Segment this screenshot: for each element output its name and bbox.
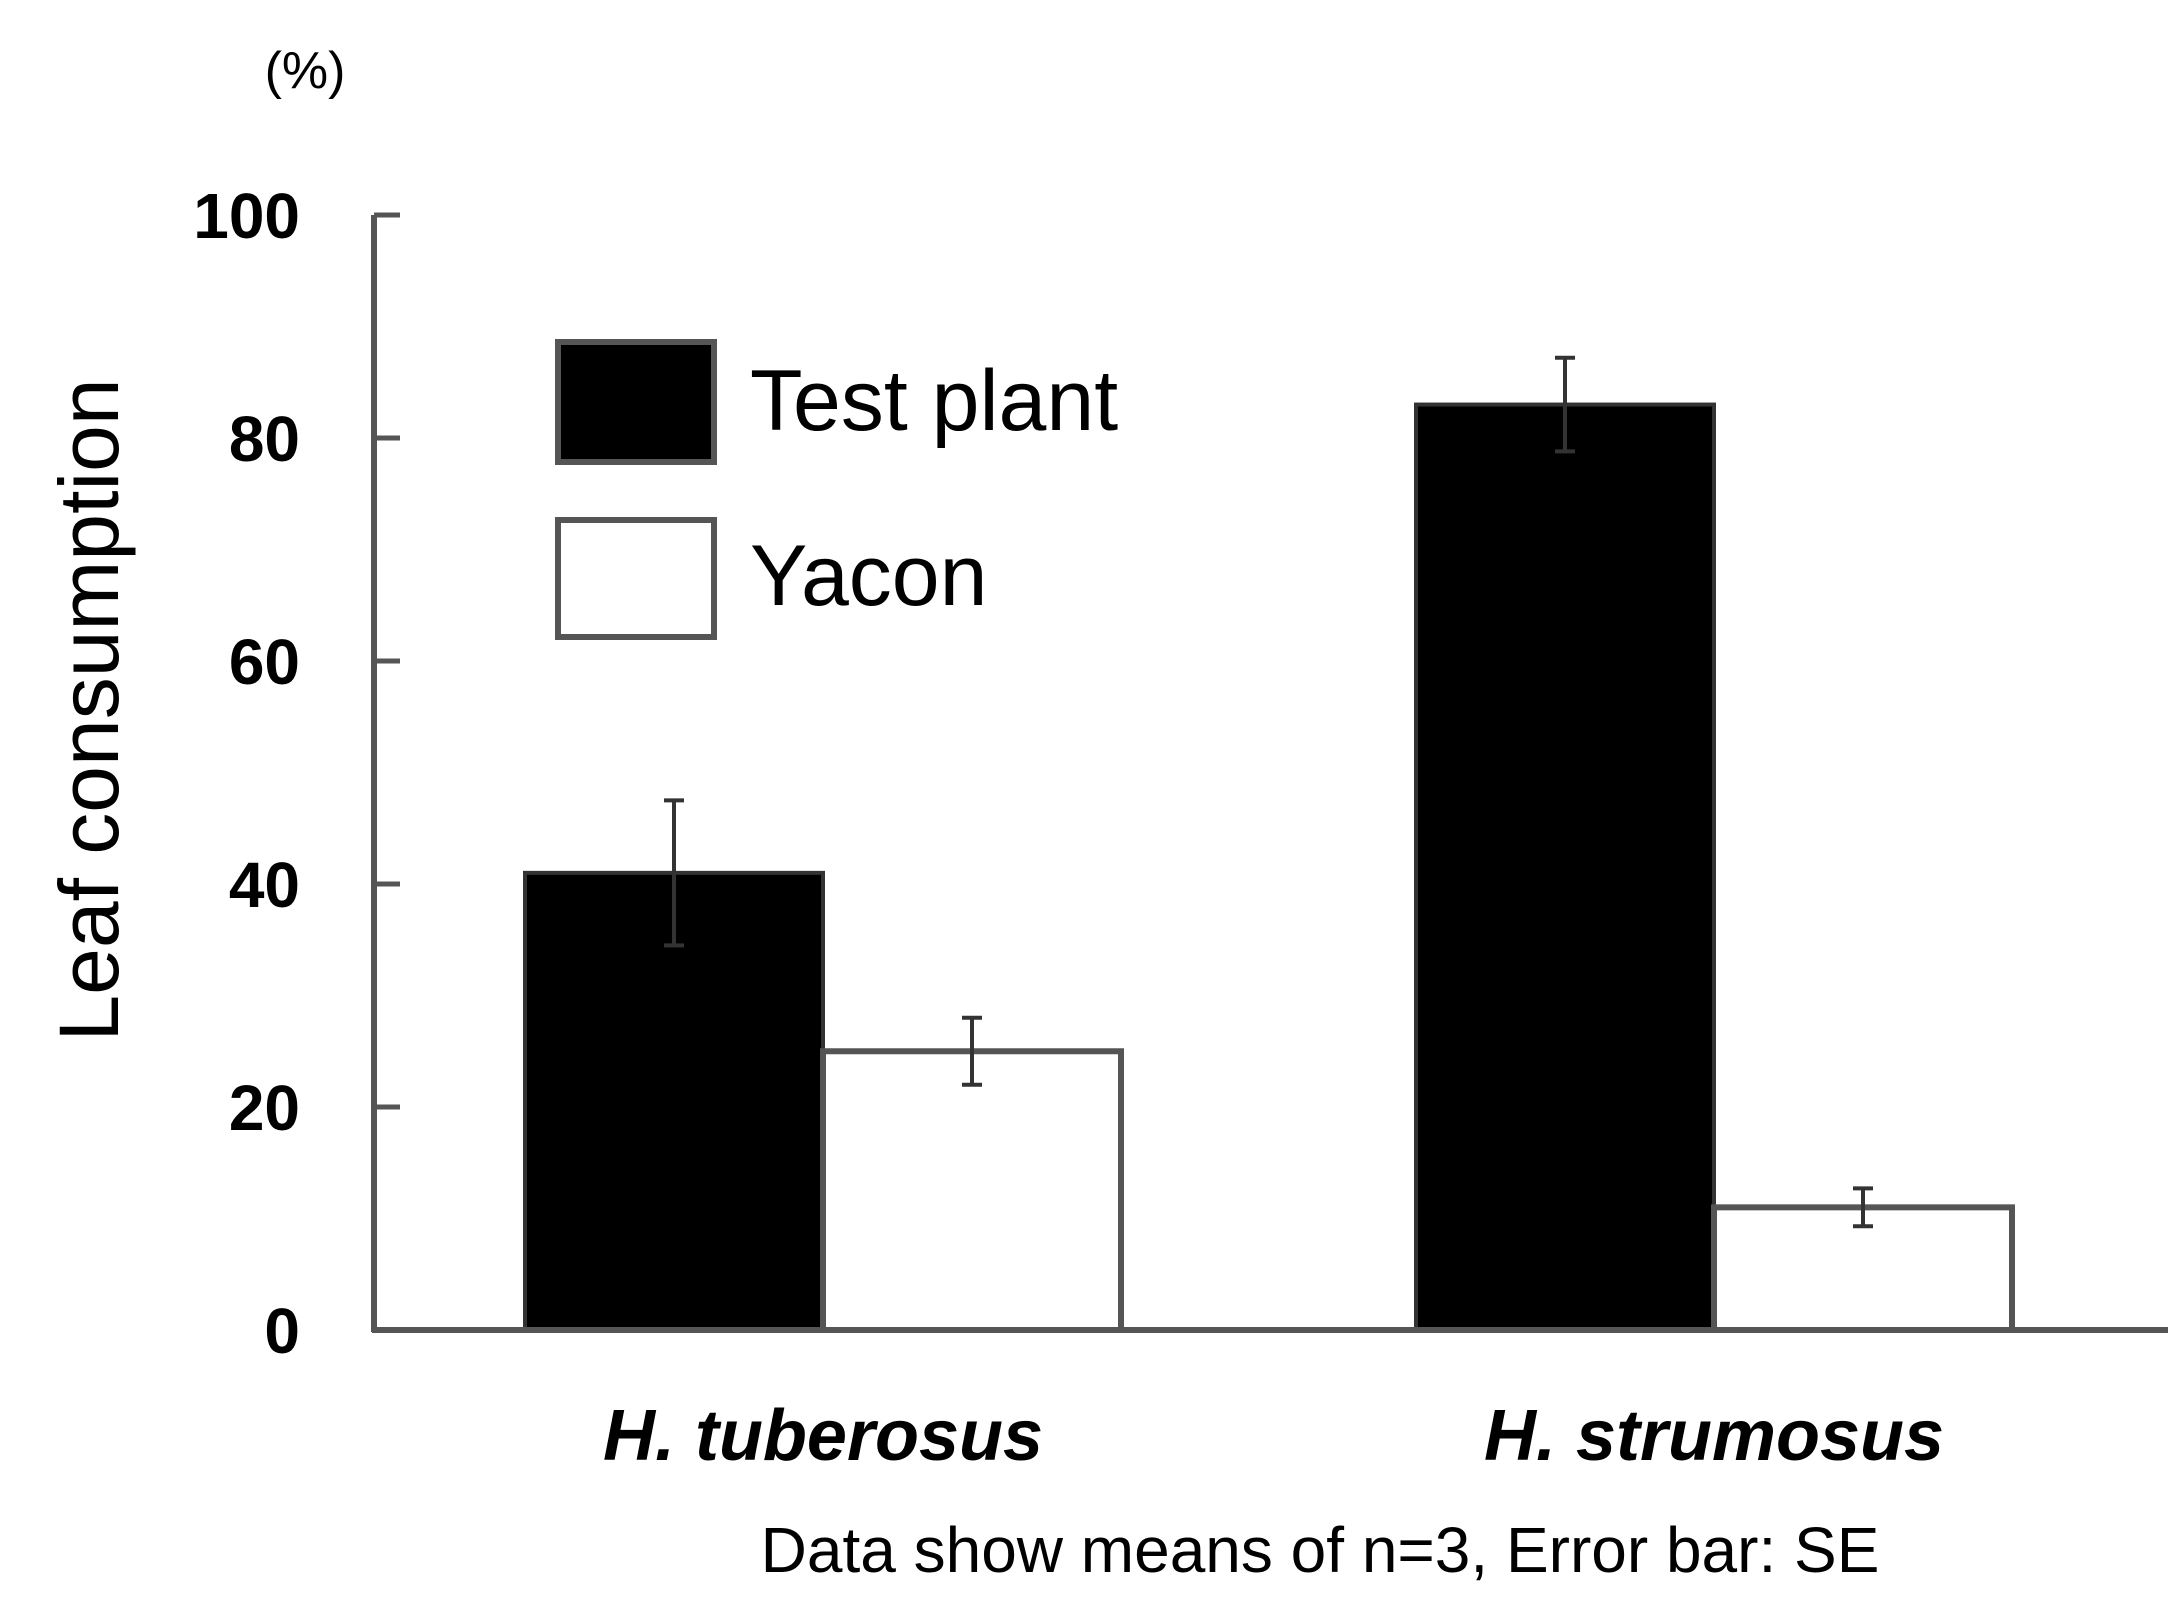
y-tick-label: 20 [229,1072,300,1144]
category-label-strumosus: H. strumosus [1484,1396,1944,1476]
legend-label-yacon: Yacon [750,528,987,624]
y-unit-label: (%) [265,42,346,100]
y-tick-label: 0 [264,1295,300,1367]
category-labels-group: H. tuberosus H. strumosus [603,1396,1944,1476]
y-tick-label: 40 [229,849,300,921]
legend-label-test-plant: Test plant [750,353,1118,449]
y-tick-label: 80 [229,403,300,475]
footnote: Data show means of n=3, Error bar: SE [761,1514,1880,1586]
bar-test-plant-strumosus [1414,402,1716,1332]
legend: Test plant Yacon [555,339,1118,640]
y-tick-label: 100 [193,180,300,252]
error-bars-group [664,355,1873,1229]
legend-swatch-yacon [555,517,717,640]
axes-group [371,215,2168,1333]
y-tick-label: 60 [229,626,300,698]
y-axis-label: Leaf consumption [42,378,136,1041]
y-ticks-group: 0 20 40 60 80 100 [193,180,400,1367]
bar-yacon-tuberosus [820,1048,1124,1333]
legend-swatch-test-plant [555,339,717,465]
bars-group [523,402,2015,1333]
category-label-tuberosus: H. tuberosus [603,1396,1043,1476]
bar-test-plant-tuberosus [523,870,825,1332]
